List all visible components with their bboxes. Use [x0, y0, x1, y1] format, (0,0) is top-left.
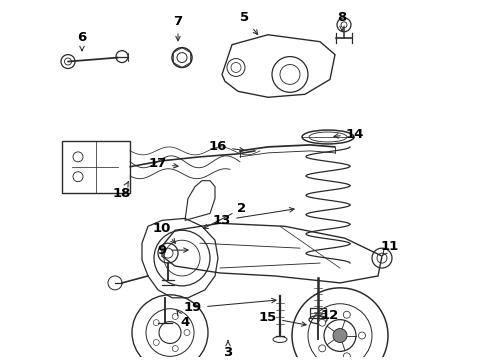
Circle shape — [172, 346, 178, 352]
Circle shape — [172, 314, 178, 319]
Circle shape — [333, 329, 347, 342]
Text: 4: 4 — [177, 311, 190, 329]
Text: 3: 3 — [223, 340, 233, 359]
Text: 6: 6 — [77, 31, 87, 51]
Text: 5: 5 — [241, 12, 258, 35]
Text: 2: 2 — [203, 202, 246, 229]
Text: 16: 16 — [209, 140, 244, 153]
Circle shape — [343, 353, 350, 360]
Circle shape — [359, 332, 366, 339]
Circle shape — [184, 329, 190, 336]
Text: 17: 17 — [149, 157, 178, 170]
Text: 13: 13 — [213, 208, 294, 227]
Circle shape — [318, 345, 326, 352]
Text: 14: 14 — [334, 127, 364, 140]
Text: 10: 10 — [153, 222, 175, 243]
Text: 15: 15 — [259, 311, 306, 326]
Circle shape — [153, 339, 159, 346]
Text: 1: 1 — [0, 359, 1, 360]
Text: 9: 9 — [157, 244, 188, 257]
Circle shape — [318, 319, 326, 326]
Text: 18: 18 — [113, 182, 131, 200]
Circle shape — [343, 311, 350, 318]
Text: 8: 8 — [338, 12, 346, 31]
Text: 7: 7 — [173, 15, 183, 41]
Text: 19: 19 — [184, 298, 276, 314]
Text: 11: 11 — [381, 240, 399, 256]
Text: 12: 12 — [318, 309, 339, 322]
Circle shape — [153, 320, 159, 325]
